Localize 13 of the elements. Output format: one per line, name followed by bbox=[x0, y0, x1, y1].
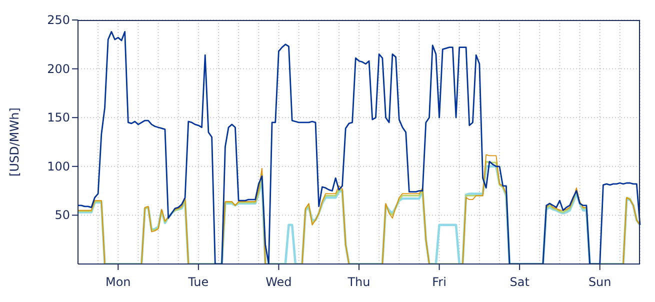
x-tick-label: Sun bbox=[588, 275, 612, 289]
y-axis-title: [USD/MWh] bbox=[7, 108, 22, 176]
x-tick-label: Fri bbox=[432, 275, 446, 289]
x-tick-label: Sat bbox=[510, 275, 530, 289]
y-tick-label: 200 bbox=[47, 62, 70, 76]
x-tick-label: Mon bbox=[105, 275, 131, 289]
y-tick-label: 150 bbox=[47, 110, 70, 125]
x-tick-label: Thu bbox=[346, 275, 370, 289]
y-tick-label: 50 bbox=[54, 208, 70, 222]
y-tick-label: 100 bbox=[47, 159, 70, 174]
x-tick-label: Wed bbox=[266, 275, 292, 289]
y-tick-label: 250 bbox=[47, 13, 70, 27]
x-tick-label: Tue bbox=[187, 275, 209, 289]
